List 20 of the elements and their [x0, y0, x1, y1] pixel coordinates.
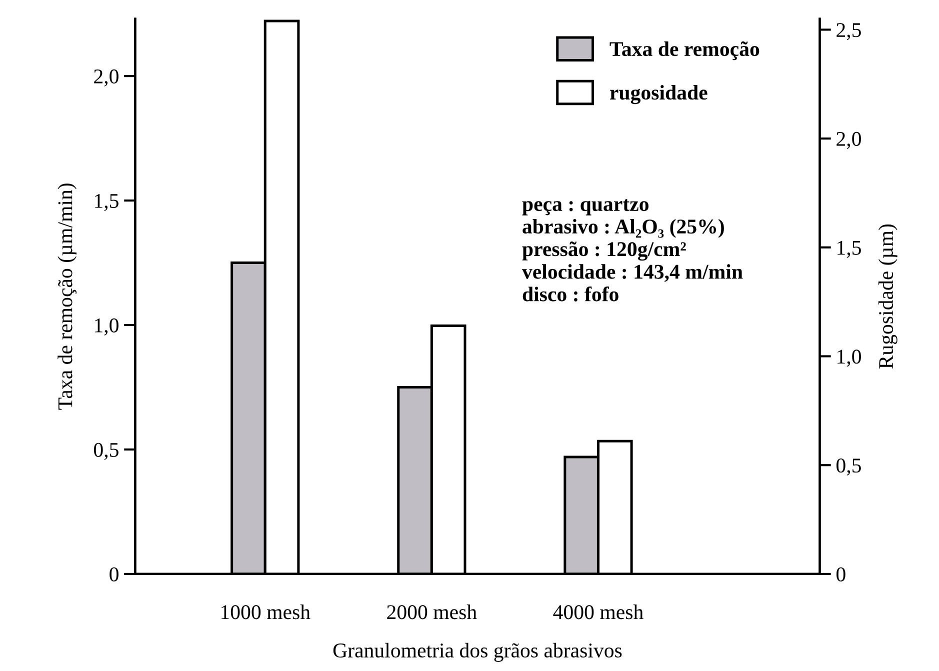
- y2-axis-title: Rugosidade (µm): [878, 224, 898, 369]
- y-axis-title: Taxa de remoção (µm/min): [58, 184, 77, 410]
- y2-tick-label: 1,5: [838, 240, 861, 258]
- annotation: peça : quartzo abrasivo : Al₂O₃ (25%) pressão : 120g/cm² velocidade : 143,4 m/min disco : fofo: [522, 199, 743, 302]
- y2-tick-label: 0,5: [836, 458, 861, 476]
- x-tick-label: 2000 mesh: [387, 604, 477, 620]
- y-tick-label: 1,0: [95, 318, 118, 336]
- y-tick-label: 0: [110, 567, 118, 582]
- x-tick-label: 4000 mesh: [553, 604, 644, 620]
- legend-label: Taxa de remoção: [610, 41, 760, 60]
- y2-tick-label: 0: [836, 567, 846, 582]
- y-tick-label: 1,5: [95, 194, 118, 211]
- x-tick-label: 1000 mesh: [222, 604, 310, 620]
- y-tick-label: 2,0: [94, 69, 118, 86]
- x-axis-title: Granulometria dos grãos abrasivos: [333, 642, 622, 662]
- y-tick-label: 0,5: [94, 442, 118, 460]
- y2-tick-label: 2,5: [836, 23, 861, 40]
- y2-tick-label: 2,0: [836, 132, 861, 149]
- y2-tick-label: 1,0: [838, 350, 861, 367]
- legend-label: rugosidade: [610, 85, 708, 104]
